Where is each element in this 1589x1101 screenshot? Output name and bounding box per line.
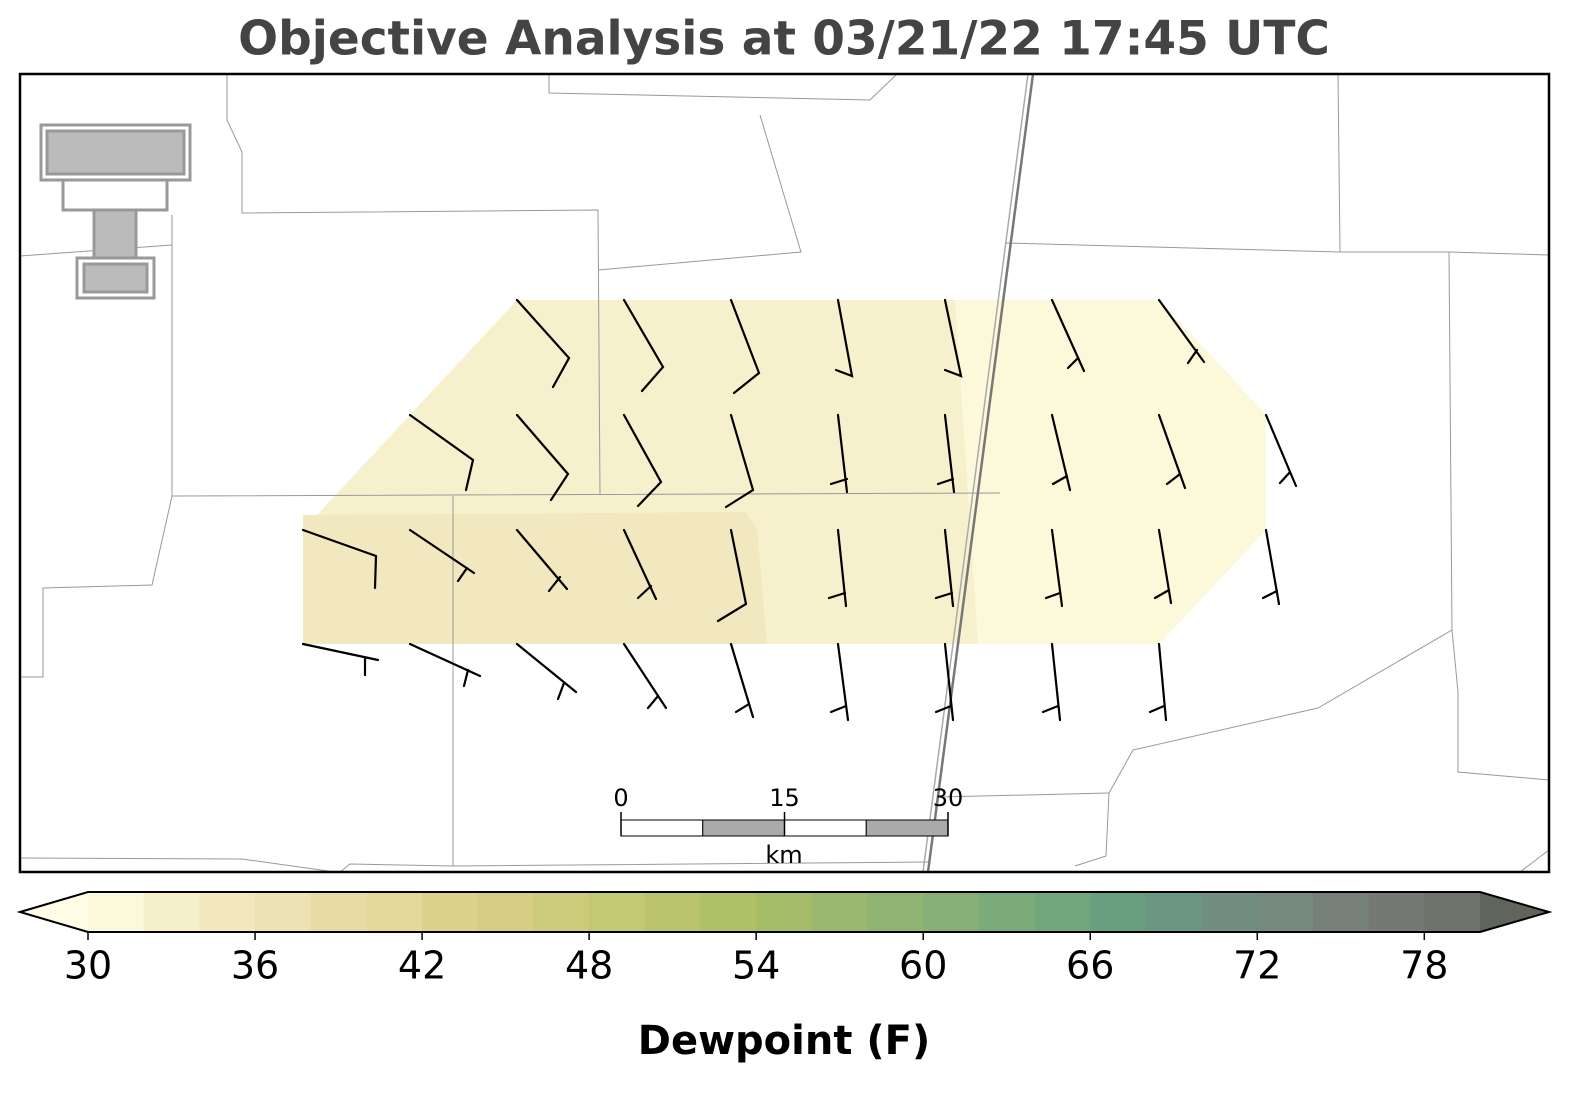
colorbar-bin [255,892,312,932]
logo [39,123,192,300]
colorbar-bin [422,892,479,932]
colorbar: Dewpoint (F) 30 36 42 48 54 60 66 72 78 [16,891,1553,1064]
colorbar-tick-label: 48 [565,944,613,988]
map: km 0 15 30 [18,72,1551,874]
colorbar-tick-label: 78 [1400,944,1448,988]
colorbar-bin [1090,892,1147,932]
scale-bar-segment [865,819,949,837]
colorbar-bin [1201,892,1258,932]
colorbar-tick-label: 36 [231,944,279,988]
scale-bar-segment [702,819,785,837]
colorbar-bin [1145,892,1203,932]
colorbar-label: Dewpoint (F) [638,1018,931,1064]
scale-bar-unit: km [765,841,802,869]
colorbar-tick-label: 54 [732,944,780,988]
colorbar-bin [477,892,534,932]
colorbar-tick-label: 66 [1066,944,1114,988]
scale-bar-segment [784,819,867,837]
colorbar-bin [199,892,256,932]
scale-bar-label: 0 [613,784,628,812]
colorbar-tick-label: 42 [398,944,446,988]
colorbar-bin [1424,892,1481,932]
colorbar-bin [1312,892,1370,932]
colorbar-bin [1034,892,1091,932]
scale-bar-label: 30 [933,784,964,812]
colorbar-tick-label: 60 [899,944,947,988]
colorbar-bin [366,892,423,932]
map-frame [18,72,1551,874]
colorbar-bin [589,892,646,932]
wind-barbs [301,298,1298,722]
colorbar-extension-high [1480,892,1549,932]
analysis-shading [303,300,1266,644]
colorbar-bin [310,892,367,932]
colorbar-bin [88,892,145,932]
colorbar-bin [533,892,590,932]
title: Objective Analysis at 03/21/22 17:45 UTC [238,12,1330,67]
colorbar-bin [923,892,980,932]
colorbar-bin [1368,892,1425,932]
scale-bar-label: 15 [769,784,800,812]
colorbar-bin [700,892,757,932]
colorbar-tick-label: 30 [64,944,112,988]
colorbar-bin [978,892,1036,932]
colorbar-extension-low [20,892,88,932]
scale-bar-segment [620,819,704,837]
colorbar-tick-label: 72 [1233,944,1281,988]
colorbar-bin [811,892,869,932]
colorbar-bin [1257,892,1314,932]
boundaries [19,73,1550,873]
scale-bar: km 0 15 30 [613,784,963,869]
colorbar-bin [143,892,200,932]
colorbar-bin [756,892,813,932]
colorbar-bin [867,892,924,932]
colorbar-bin [644,892,701,932]
